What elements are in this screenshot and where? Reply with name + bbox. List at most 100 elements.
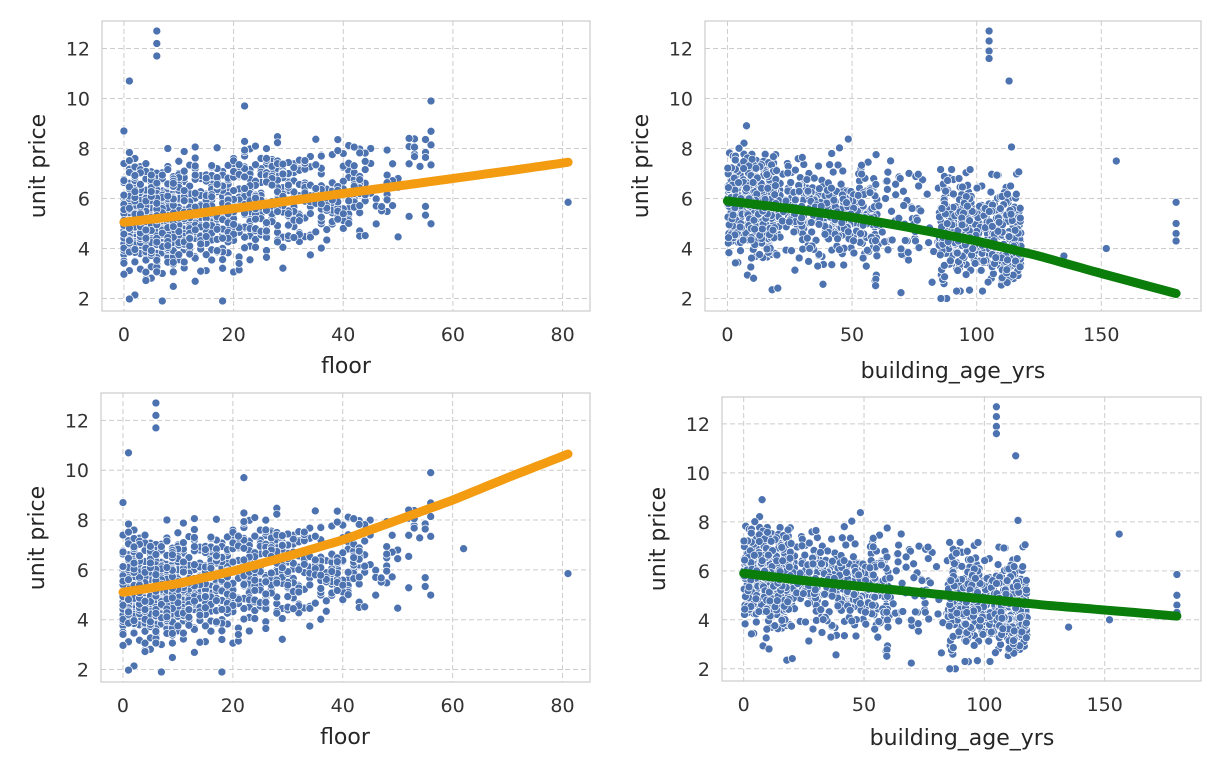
y-tick-label: 2 (681, 289, 693, 311)
data-point (797, 153, 807, 162)
data-point (173, 621, 183, 631)
data-point (190, 514, 199, 523)
data-point (306, 232, 315, 242)
data-point (871, 150, 881, 160)
data-point (813, 533, 822, 542)
data-point (130, 257, 140, 267)
data-point (899, 201, 909, 210)
x-tick-label: 0 (118, 324, 130, 346)
y-tick-label: 12 (66, 39, 90, 61)
data-point (820, 229, 830, 239)
data-point (734, 143, 744, 153)
x-tick-label: 40 (331, 695, 355, 717)
y-tick-label: 2 (77, 660, 89, 682)
data-point (849, 248, 859, 258)
data-point (803, 599, 813, 608)
data-point (871, 180, 881, 189)
data-point (129, 628, 139, 638)
data-point (168, 593, 177, 603)
data-point (1171, 236, 1181, 246)
data-point (924, 238, 933, 247)
data-point (957, 220, 967, 230)
data-point (360, 536, 370, 546)
data-point (190, 142, 200, 152)
data-point (999, 543, 1009, 553)
data-point (305, 580, 315, 590)
data-point (740, 619, 750, 629)
data-point (179, 557, 188, 567)
data-point (739, 164, 748, 173)
data-point (140, 638, 150, 648)
data-point (937, 648, 946, 658)
data-point (963, 201, 972, 211)
data-point (426, 126, 436, 136)
data-point (146, 558, 155, 568)
data-point (162, 612, 172, 622)
data-point (250, 614, 260, 623)
data-point (814, 220, 824, 229)
data-point (239, 508, 249, 518)
y-tick-label: 12 (669, 39, 693, 61)
data-point (240, 232, 249, 242)
data-point (817, 628, 827, 637)
data-point (989, 269, 998, 279)
data-point (152, 51, 162, 61)
data-point (932, 562, 941, 572)
data-point (961, 270, 971, 279)
data-point (940, 272, 949, 282)
data-point (1002, 265, 1012, 275)
data-point (201, 592, 210, 601)
data-point (804, 636, 814, 646)
data-point (240, 184, 249, 193)
data-point (950, 559, 959, 569)
data-point (937, 204, 947, 213)
data-point (426, 468, 436, 478)
data-point (217, 626, 227, 636)
data-point (201, 173, 211, 183)
data-point (426, 96, 436, 106)
data-point (239, 543, 249, 553)
data-point (212, 551, 221, 561)
data-point (914, 626, 923, 636)
data-point (900, 236, 910, 245)
data-point (244, 626, 254, 636)
data-point (201, 603, 210, 613)
data-point (947, 165, 956, 174)
data-point (881, 194, 890, 203)
data-point (288, 604, 298, 614)
data-point (355, 201, 365, 211)
data-point (942, 219, 952, 228)
data-point (763, 183, 773, 193)
data-point (787, 246, 796, 256)
data-point (349, 142, 359, 152)
data-point (926, 578, 935, 588)
data-point (168, 282, 178, 291)
data-point (749, 273, 758, 283)
data-point (805, 244, 815, 253)
data-point (757, 495, 767, 505)
data-point (1007, 142, 1016, 152)
data-point (151, 411, 161, 420)
data-point (882, 523, 892, 533)
data-point (896, 244, 906, 254)
data-point (917, 576, 927, 585)
data-point (125, 76, 134, 86)
data-point (404, 212, 414, 221)
data-point (310, 506, 320, 516)
data-point (978, 630, 988, 639)
data-point (901, 552, 911, 562)
data-point (806, 218, 816, 227)
data-point (393, 603, 403, 613)
data-point (125, 203, 134, 213)
data-point (162, 563, 172, 572)
data-point (299, 559, 309, 569)
data-point (163, 241, 173, 251)
data-point (906, 658, 916, 668)
data-point (333, 146, 343, 155)
data-point (179, 628, 188, 638)
data-point (748, 178, 758, 187)
data-point (984, 54, 994, 63)
